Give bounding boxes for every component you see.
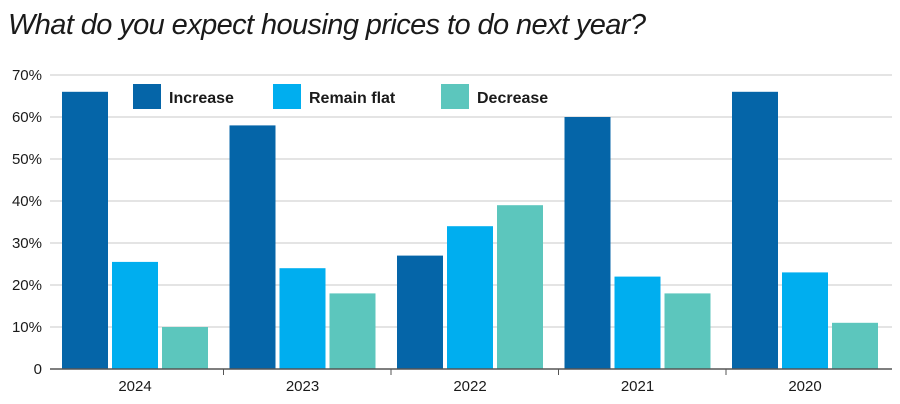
y-tick-label: 0 bbox=[34, 361, 42, 378]
y-tick-label: 30% bbox=[12, 235, 42, 252]
bar-remain-flat-2020 bbox=[782, 272, 828, 369]
legend-swatch bbox=[441, 84, 469, 109]
y-axis-ticks: 0 10% 20% 30% 40% 50% 60% 70% bbox=[12, 67, 42, 378]
legend-swatch bbox=[273, 84, 301, 109]
x-tick-label: 2023 bbox=[286, 378, 319, 395]
x-tick-label: 2024 bbox=[118, 378, 151, 395]
legend-label: Decrease bbox=[477, 90, 548, 107]
x-axis-ticks: 2024 2023 2022 2021 2020 bbox=[118, 378, 821, 395]
bar-increase-2023 bbox=[229, 125, 276, 370]
x-axis bbox=[50, 368, 892, 375]
bar-decrease-2024 bbox=[162, 327, 208, 369]
bar-remain-flat-2023 bbox=[279, 268, 326, 369]
bar-increase-2024 bbox=[62, 91, 108, 370]
legend: Increase Remain flat Decrease bbox=[133, 84, 548, 109]
legend-swatch bbox=[133, 84, 161, 109]
x-tick-label: 2022 bbox=[453, 378, 486, 395]
bar-decrease-2020 bbox=[832, 322, 878, 369]
bar-increase-2022 bbox=[397, 255, 443, 369]
y-tick-label: 20% bbox=[12, 277, 42, 294]
x-tick-label: 2021 bbox=[621, 378, 654, 395]
bar-remain-flat-2021 bbox=[614, 276, 661, 369]
y-tick-label: 60% bbox=[12, 109, 42, 126]
bar-decrease-2023 bbox=[329, 293, 376, 369]
bar-remain-flat-2022 bbox=[447, 226, 493, 369]
bars bbox=[62, 91, 878, 370]
legend-label: Remain flat bbox=[309, 90, 396, 107]
y-tick-label: 10% bbox=[12, 319, 42, 336]
chart-title: What do you expect housing prices to do … bbox=[8, 9, 646, 41]
y-tick-label: 50% bbox=[12, 151, 42, 168]
y-tick-label: 70% bbox=[12, 67, 42, 84]
bar-increase-2021 bbox=[564, 117, 611, 369]
bar-decrease-2022 bbox=[497, 205, 543, 369]
bar-decrease-2021 bbox=[664, 293, 711, 369]
y-tick-label: 40% bbox=[12, 193, 42, 210]
legend-label: Increase bbox=[169, 90, 234, 107]
bar-increase-2020 bbox=[732, 91, 778, 370]
x-tick-label: 2020 bbox=[788, 378, 821, 395]
bar-remain-flat-2024 bbox=[112, 261, 158, 369]
